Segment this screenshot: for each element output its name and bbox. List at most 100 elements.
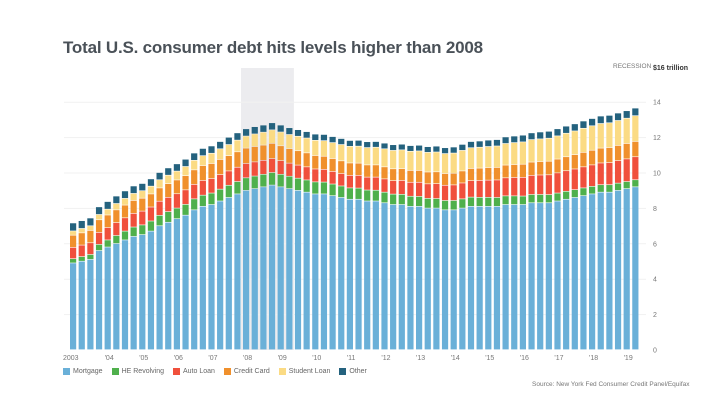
bar-student-loan [294,136,302,151]
bar-mortgage [346,199,353,350]
x-tick-label: '12 [381,355,390,362]
bar-mortgage [589,194,596,350]
bar-mortgage [390,204,397,350]
bar-student-loan [208,153,215,164]
bar-auto-loan [589,165,596,187]
bar-student-loan [156,180,163,188]
bar-he-revolving [199,195,206,207]
bar-credit-card [104,215,111,228]
bar-stack [303,131,310,350]
bar-student-loan [589,126,596,150]
bar-student-loan [606,123,613,148]
bar-other [563,126,570,133]
bar-mortgage [113,243,120,350]
bar-student-loan [424,152,431,172]
bar-student-loan [268,130,276,144]
bar-stack [329,136,336,350]
bar-other [104,201,111,209]
bar-stack [545,131,552,350]
bar-other [554,129,561,136]
bar-stack [78,220,85,350]
bar-other [632,108,639,116]
bar-mortgage [364,201,371,350]
bar-student-loan [563,133,570,157]
bar-auto-loan [70,247,77,259]
x-tick-label: '11 [347,355,356,362]
bar-student-loan [243,136,250,148]
bar-credit-card [450,173,457,185]
bar-auto-loan [606,162,613,185]
bar-mortgage [329,196,336,350]
bar-stack [416,145,423,350]
bar-other [139,183,146,191]
bar-he-revolving [217,189,224,201]
bar-he-revolving [130,227,137,237]
bar-stack [260,125,267,350]
bar-student-loan [70,231,77,235]
bar-auto-loan [294,165,302,178]
bar-auto-loan [537,175,544,195]
bar-mortgage [416,206,423,350]
bar-student-loan [355,146,362,163]
bar-mortgage [554,201,561,350]
bar-other [217,141,224,149]
bar-other [450,147,457,153]
bar-student-loan [372,147,379,165]
bar-stack [182,159,189,350]
bar-he-revolving [95,244,103,251]
bar-other [493,139,501,146]
bar-mortgage [182,215,189,350]
bar-stack [372,141,379,350]
bar-other [121,191,129,199]
bar-credit-card [424,172,431,184]
bar-student-loan [277,132,284,146]
bar-student-loan [554,136,561,159]
bar-stack [294,129,302,350]
bar-he-revolving [303,180,310,192]
x-tick-label: '14 [451,355,460,362]
bar-mortgage [407,206,414,350]
bar-he-revolving [234,181,241,194]
bar-credit-card [217,159,224,175]
bar-mortgage [156,226,163,350]
bar-stack [528,133,535,350]
bar-auto-loan [424,184,431,199]
bar-he-revolving [381,192,388,203]
bar-he-revolving [519,196,526,205]
bar-mortgage [217,201,224,350]
bar-he-revolving [493,197,501,207]
bar-credit-card [528,162,535,176]
bar-other [381,143,388,149]
bar-student-loan [182,166,189,176]
bar-auto-loan [165,197,172,212]
bar-mortgage [537,203,544,350]
bar-he-revolving [580,188,587,196]
bar-mortgage [433,208,440,350]
legend-label: HE Revolving [121,368,164,375]
bar-student-loan [121,198,129,205]
bar-other [597,116,604,124]
bar-credit-card [70,235,77,248]
bar-other [580,121,587,128]
x-tick-label: '04 [105,355,114,362]
bar-other [623,111,630,118]
bar-student-loan [381,149,388,167]
bar-student-loan [493,146,501,168]
bar-mortgage [173,219,180,350]
bar-student-loan [485,146,492,168]
bar-stack [243,129,250,350]
x-tick-label: '16 [520,355,529,362]
bar-mortgage [165,222,172,350]
bar-other [303,131,310,138]
bar-auto-loan [312,169,319,182]
bar-mortgage [277,187,284,350]
bar-student-loan [338,144,345,161]
bar-auto-loan [355,175,362,188]
bar-auto-loan [398,180,405,194]
bar-mortgage [251,188,258,350]
bar-student-loan [147,186,155,194]
bar-credit-card [346,163,353,176]
bar-mortgage [450,210,457,350]
y-tick-label: 12 [653,135,661,142]
bar-mortgage [545,203,552,350]
